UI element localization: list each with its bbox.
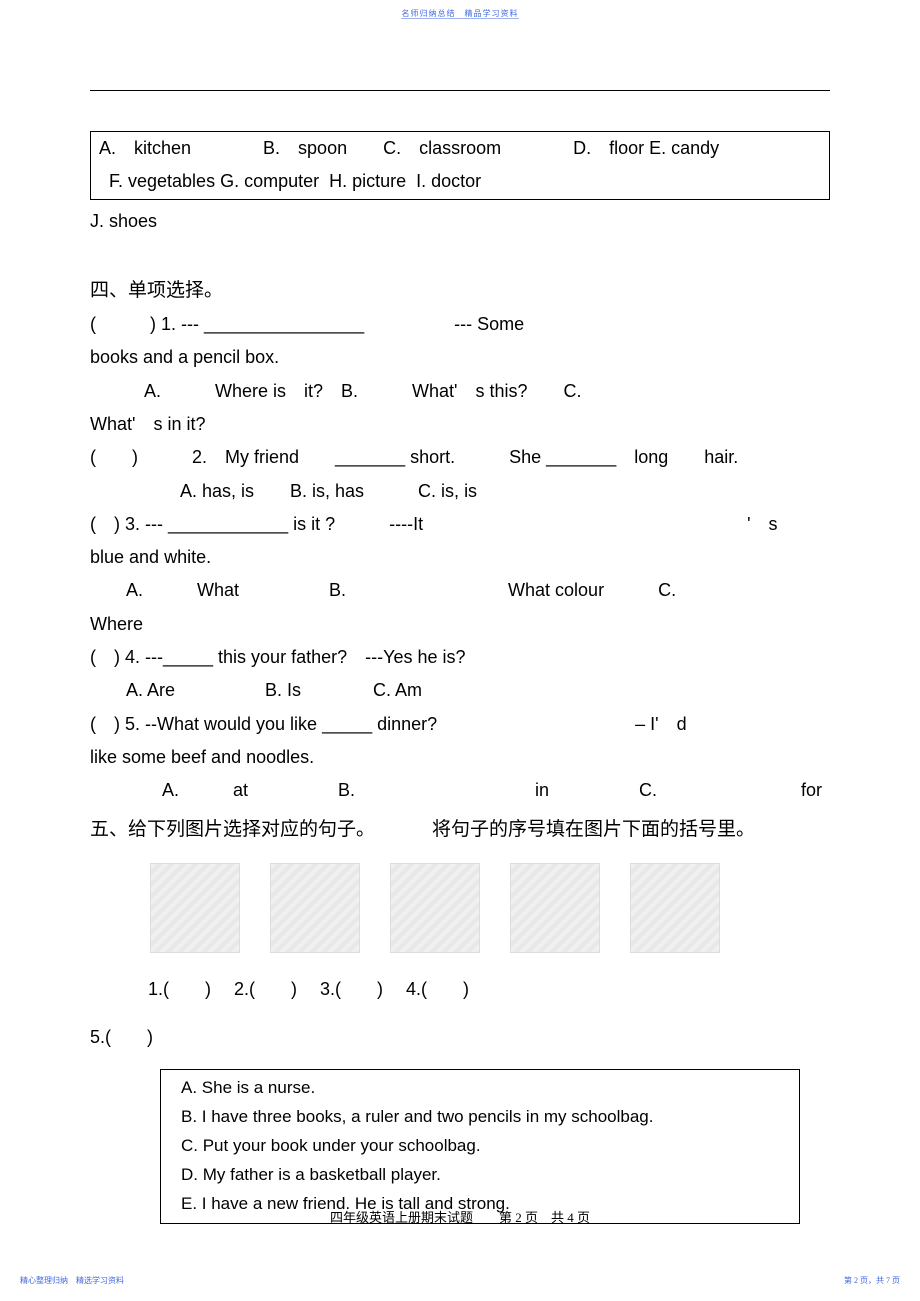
img-bag — [630, 863, 720, 953]
top-divider — [90, 90, 830, 91]
option-box: A. kitchen B. spoon C. classroom D. floo… — [90, 131, 830, 200]
q3-line2: blue and white. — [90, 541, 830, 574]
sentence-b: B. I have three books, a ruler and two p… — [171, 1103, 789, 1132]
q2-line2: A. has, is B. is, has C. is, is — [90, 475, 830, 508]
img-schoolbag — [270, 863, 360, 953]
footer-right: 第 2 页，共 7 页 — [844, 1275, 900, 1286]
img-nurse — [510, 863, 600, 953]
option-row-1: A. kitchen B. spoon C. classroom D. floo… — [91, 132, 829, 165]
q4-line1: ( ) 4. ---_____ this your father? ---Yes… — [90, 641, 830, 674]
sentence-c: C. Put your book under your schoolbag. — [171, 1132, 789, 1161]
q1-line3: A. Where is it? B. What' s this? C. — [90, 375, 830, 408]
answer-numbers: 1.( ) 2.( ) 3.( ) 4.( ) — [90, 973, 830, 1006]
q3-line4: Where — [90, 608, 830, 641]
main-content: A. kitchen B. spoon C. classroom D. floo… — [90, 90, 830, 1224]
section4-title: 四、单项选择。 — [90, 273, 830, 308]
q4-line2: A. Are B. Is C. Am — [90, 674, 830, 707]
header-text: 名师归纳总结 精品学习资料 — [402, 9, 519, 19]
q5-line1: ( ) 5. --What would you like _____ dinne… — [90, 708, 830, 741]
sentence-d: D. My father is a basketball player. — [171, 1161, 789, 1190]
sentence-a: A. She is a nurse. — [171, 1074, 789, 1103]
q5-line2: like some beef and noodles. — [90, 741, 830, 774]
image-row — [90, 863, 830, 953]
option-outside: J. shoes — [90, 205, 830, 238]
q3-line3: A. What B. What colour C. — [90, 574, 830, 607]
sentence-box: A. She is a nurse. B. I have three books… — [160, 1069, 800, 1223]
q3-line1: ( ) 3. --- ____________ is it ? ----It '… — [90, 508, 830, 541]
footer-center: 四年级英语上册期末试题 第 2 页 共 4 页 — [0, 1207, 920, 1226]
img-friend — [390, 863, 480, 953]
img-basketball — [150, 863, 240, 953]
section5-title: 五、给下列图片选择对应的句子。 将句子的序号填在图片下面的括号里。 — [90, 812, 830, 847]
q1-line1: ( ) 1. --- ________________ --- Some — [90, 308, 830, 341]
answer-numbers-2: 5.( ) — [90, 1021, 830, 1054]
q1-line4: What' s in it? — [90, 408, 830, 441]
footer-left: 精心整理归纳 精选学习资料 — [20, 1275, 124, 1286]
q5-line3: A. at B. in C. for — [90, 774, 830, 807]
q1-line2: books and a pencil box. — [90, 341, 830, 374]
option-row-2: F. vegetables G. computer H. picture I. … — [91, 165, 829, 198]
q2-line1: ( ) 2. My friend _______ short. She ____… — [90, 441, 830, 474]
